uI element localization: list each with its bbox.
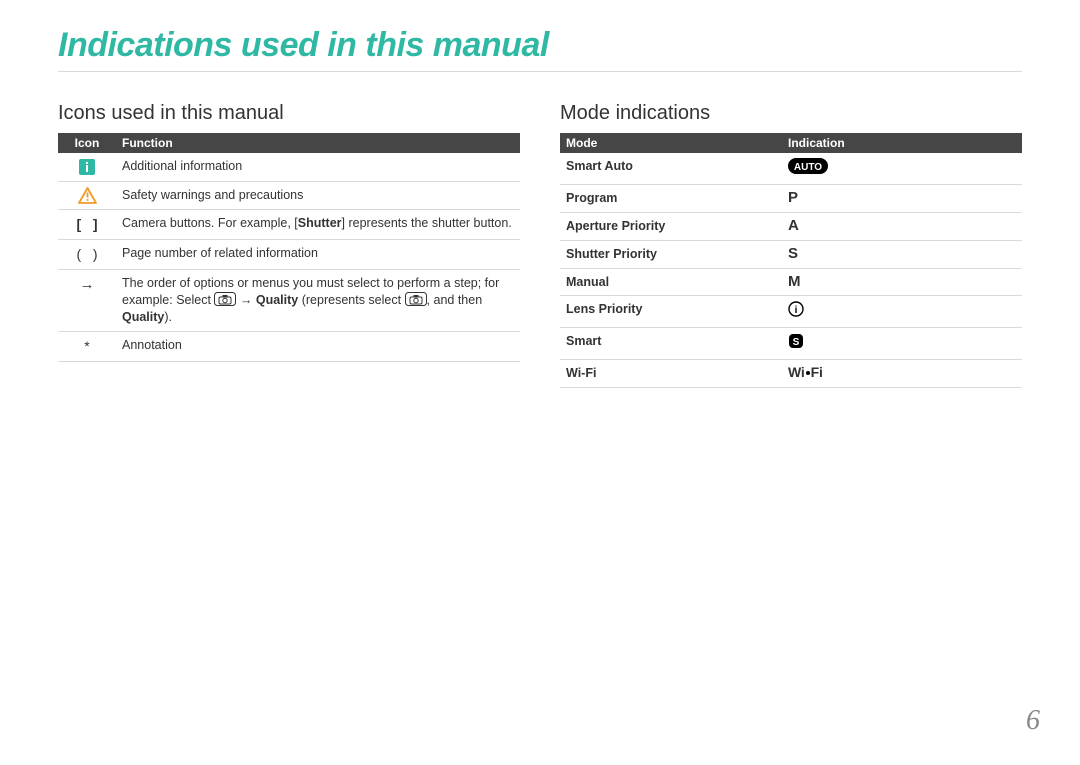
table-row: Shutter PriorityS <box>560 240 1022 268</box>
icon-function: Additional information <box>116 153 520 182</box>
icons-th-icon: Icon <box>58 133 116 153</box>
mode-indication: S <box>782 240 1022 268</box>
table-row: ProgramP <box>560 184 1022 212</box>
mode-name: Smart Auto <box>560 153 782 184</box>
arrow-icon: → <box>58 269 116 331</box>
table-row: →The order of options or menus you must … <box>58 269 520 331</box>
icon-function: Page number of related information <box>116 240 520 270</box>
columns: Icons used in this manual Icon Function … <box>58 102 1022 388</box>
mode-indication: M <box>782 268 1022 296</box>
modes-table: Mode Indication Smart Auto AUTO ProgramPAp… <box>560 133 1022 388</box>
mode-indication: WiFi <box>782 360 1022 388</box>
page-number: 6 <box>1026 705 1040 737</box>
icons-table-head: Icon Function <box>58 133 520 153</box>
modes-table-body: Smart Auto AUTO ProgramPAperture PriorityA… <box>560 153 1022 388</box>
table-row: ( )Page number of related information <box>58 240 520 270</box>
mode-name: Aperture Priority <box>560 212 782 240</box>
mode-indication: S <box>782 328 1022 360</box>
parens-icon: ( ) <box>58 240 116 270</box>
mode-name: Manual <box>560 268 782 296</box>
table-row: *Annotation <box>58 331 520 361</box>
info-note-icon <box>58 153 116 182</box>
svg-text:AUTO: AUTO <box>794 162 822 173</box>
icon-function: Safety warnings and precautions <box>116 182 520 210</box>
icons-table: Icon Function Additional informationSafe… <box>58 133 520 362</box>
icon-function: Camera buttons. For example, [Shutter] r… <box>116 210 520 240</box>
table-row: Smart Auto AUTO <box>560 153 1022 184</box>
icon-function: The order of options or menus you must s… <box>116 269 520 331</box>
table-row: Aperture PriorityA <box>560 212 1022 240</box>
mode-name: Wi-Fi <box>560 360 782 388</box>
mode-indication: A <box>782 212 1022 240</box>
icon-function: Annotation <box>116 331 520 361</box>
mode-name: Shutter Priority <box>560 240 782 268</box>
table-row: Safety warnings and precautions <box>58 182 520 210</box>
mode-name: Program <box>560 184 782 212</box>
left-column: Icons used in this manual Icon Function … <box>58 102 520 388</box>
mode-name: Lens Priority <box>560 296 782 328</box>
asterisk-icon: * <box>58 331 116 361</box>
brackets-icon: [ ] <box>58 210 116 240</box>
table-row: Additional information <box>58 153 520 182</box>
icons-section-heading: Icons used in this manual <box>58 102 520 125</box>
icons-th-function: Function <box>116 133 520 153</box>
table-row: Lens Priority i <box>560 296 1022 328</box>
table-row: Smart S <box>560 328 1022 360</box>
icons-table-body: Additional informationSafety warnings an… <box>58 153 520 361</box>
page: Indications used in this manual Icons us… <box>0 0 1080 765</box>
modes-th-mode: Mode <box>560 133 782 153</box>
table-row: Wi-FiWiFi <box>560 360 1022 388</box>
mode-indication: AUTO <box>782 153 1022 184</box>
page-title: Indications used in this manual <box>58 26 1022 72</box>
modes-section-heading: Mode indications <box>560 102 1022 125</box>
mode-name: Smart <box>560 328 782 360</box>
right-column: Mode indications Mode Indication Smart A… <box>560 102 1022 388</box>
modes-th-indication: Indication <box>782 133 1022 153</box>
table-row: ManualM <box>560 268 1022 296</box>
svg-text:i: i <box>795 305 798 316</box>
modes-table-head: Mode Indication <box>560 133 1022 153</box>
mode-indication: i <box>782 296 1022 328</box>
mode-indication: P <box>782 184 1022 212</box>
table-row: [ ]Camera buttons. For example, [Shutter… <box>58 210 520 240</box>
warning-icon <box>58 182 116 210</box>
svg-text:S: S <box>793 337 800 348</box>
